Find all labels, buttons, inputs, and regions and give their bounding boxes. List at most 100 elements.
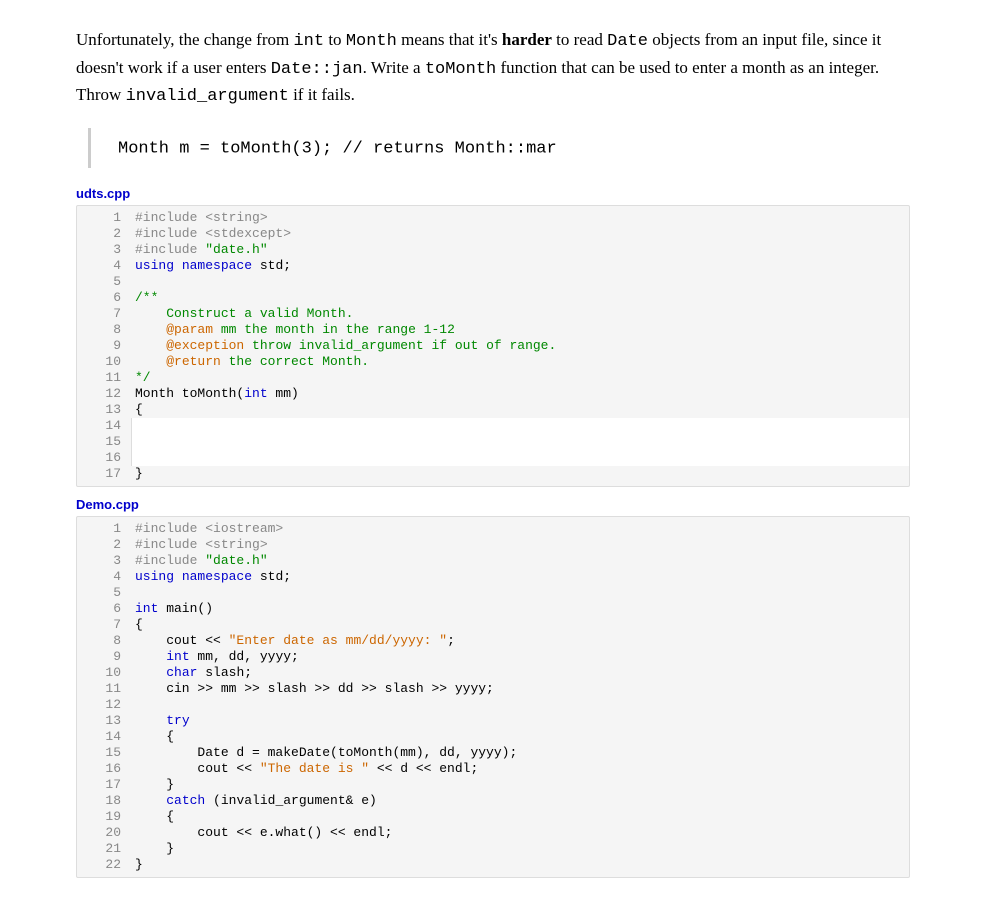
code-content: { xyxy=(135,729,909,745)
code-line: 12 xyxy=(77,697,909,713)
code-line: 5 xyxy=(77,585,909,601)
line-number: 8 xyxy=(77,633,135,649)
line-number: 12 xyxy=(77,386,135,402)
line-number: 3 xyxy=(77,242,135,258)
inline-code: Month xyxy=(346,32,397,51)
code-content: #include <stdexcept> xyxy=(135,226,909,242)
line-number: 4 xyxy=(77,569,135,585)
code-line: 17} xyxy=(77,466,909,482)
line-number: 5 xyxy=(77,585,135,601)
line-number: 17 xyxy=(77,777,135,793)
code-line: 11 cin >> mm >> slash >> dd >> slash >> … xyxy=(77,681,909,697)
line-number: 6 xyxy=(77,601,135,617)
code-content xyxy=(135,697,909,713)
code-line: 6/** xyxy=(77,290,909,306)
code-line: 3#include "date.h" xyxy=(77,553,909,569)
code-line: 2#include <string> xyxy=(77,537,909,553)
inline-code: Date::jan xyxy=(271,60,363,79)
instruction-paragraph: Unfortunately, the change from int to Mo… xyxy=(76,27,910,110)
code-line: 22} xyxy=(77,857,909,873)
code-line: 13{ xyxy=(77,402,909,418)
code-content: } xyxy=(135,466,909,482)
code-content xyxy=(131,450,909,466)
code-line: 15 Date d = makeDate(toMonth(mm), dd, yy… xyxy=(77,745,909,761)
code-content: #include <string> xyxy=(135,210,909,226)
code-line[interactable]: 14 xyxy=(77,418,909,434)
prose-seg: . Write a xyxy=(363,58,425,77)
inline-code: int xyxy=(293,32,324,51)
code-line: 9 int mm, dd, yyyy; xyxy=(77,649,909,665)
line-number: 6 xyxy=(77,290,135,306)
code-content xyxy=(135,274,909,290)
bold-text: harder xyxy=(502,30,552,49)
line-number: 8 xyxy=(77,322,135,338)
example-code-block: Month m = toMonth(3); // returns Month::… xyxy=(88,128,910,168)
line-number: 16 xyxy=(77,761,135,777)
file-label-demo: Demo.cpp xyxy=(76,497,910,512)
code-content: Month toMonth(int mm) xyxy=(135,386,909,402)
code-line: 4using namespace std; xyxy=(77,569,909,585)
page-root: Unfortunately, the change from int to Mo… xyxy=(0,0,986,918)
line-number: 2 xyxy=(77,537,135,553)
code-line: 1#include <string> xyxy=(77,210,909,226)
code-line: 9 @exception throw invalid_argument if o… xyxy=(77,338,909,354)
code-content: { xyxy=(135,809,909,825)
line-number: 12 xyxy=(77,697,135,713)
line-number: 21 xyxy=(77,841,135,857)
code-content: { xyxy=(135,617,909,633)
code-editor-udts[interactable]: 1#include <string>2#include <stdexcept>3… xyxy=(76,205,910,487)
prose-seg: to read xyxy=(552,30,607,49)
inline-code: toMonth xyxy=(425,60,496,79)
line-number: 13 xyxy=(77,713,135,729)
line-number: 13 xyxy=(77,402,135,418)
example-comment: // returns Month::mar xyxy=(342,139,556,158)
code-content xyxy=(131,434,909,450)
line-number: 7 xyxy=(77,617,135,633)
code-line[interactable]: 16 xyxy=(77,450,909,466)
line-number: 5 xyxy=(77,274,135,290)
line-number: 2 xyxy=(77,226,135,242)
code-line: 2#include <stdexcept> xyxy=(77,226,909,242)
line-number: 22 xyxy=(77,857,135,873)
code-line: 16 cout << "The date is " << d << endl; xyxy=(77,761,909,777)
prose-seg: if it fails. xyxy=(289,85,355,104)
code-line: 5 xyxy=(77,274,909,290)
code-content: @exception throw invalid_argument if out… xyxy=(135,338,909,354)
code-content: #include "date.h" xyxy=(135,242,909,258)
line-number: 10 xyxy=(77,665,135,681)
inline-code: invalid_argument xyxy=(126,87,289,106)
code-content: /** xyxy=(135,290,909,306)
code-content: try xyxy=(135,713,909,729)
code-content: } xyxy=(135,777,909,793)
prose-seg: to xyxy=(324,30,346,49)
code-line[interactable]: 15 xyxy=(77,434,909,450)
code-line: 3#include "date.h" xyxy=(77,242,909,258)
code-content: */ xyxy=(135,370,909,386)
code-content: cin >> mm >> slash >> dd >> slash >> yyy… xyxy=(135,681,909,697)
code-content: @param mm the month in the range 1-12 xyxy=(135,322,909,338)
code-content: @return the correct Month. xyxy=(135,354,909,370)
line-number: 14 xyxy=(77,418,135,434)
code-line: 8 cout << "Enter date as mm/dd/yyyy: "; xyxy=(77,633,909,649)
code-content: #include <string> xyxy=(135,537,909,553)
code-content xyxy=(131,418,909,434)
code-content: { xyxy=(135,402,909,418)
code-content: char slash; xyxy=(135,665,909,681)
line-number: 7 xyxy=(77,306,135,322)
file-label-udts: udts.cpp xyxy=(76,186,910,201)
code-line: 17 } xyxy=(77,777,909,793)
line-number: 4 xyxy=(77,258,135,274)
prose-seg: Unfortunately, the change from xyxy=(76,30,293,49)
code-content: #include <iostream> xyxy=(135,521,909,537)
line-number: 17 xyxy=(77,466,135,482)
example-code: Month m = toMonth(3); xyxy=(118,139,342,158)
code-line: 20 cout << e.what() << endl; xyxy=(77,825,909,841)
code-line: 6int main() xyxy=(77,601,909,617)
line-number: 20 xyxy=(77,825,135,841)
code-editor-demo[interactable]: 1#include <iostream>2#include <string>3#… xyxy=(76,516,910,878)
code-content: cout << "Enter date as mm/dd/yyyy: "; xyxy=(135,633,909,649)
code-content: int mm, dd, yyyy; xyxy=(135,649,909,665)
code-content: using namespace std; xyxy=(135,569,909,585)
line-number: 16 xyxy=(77,450,135,466)
inline-code: Date xyxy=(607,32,648,51)
